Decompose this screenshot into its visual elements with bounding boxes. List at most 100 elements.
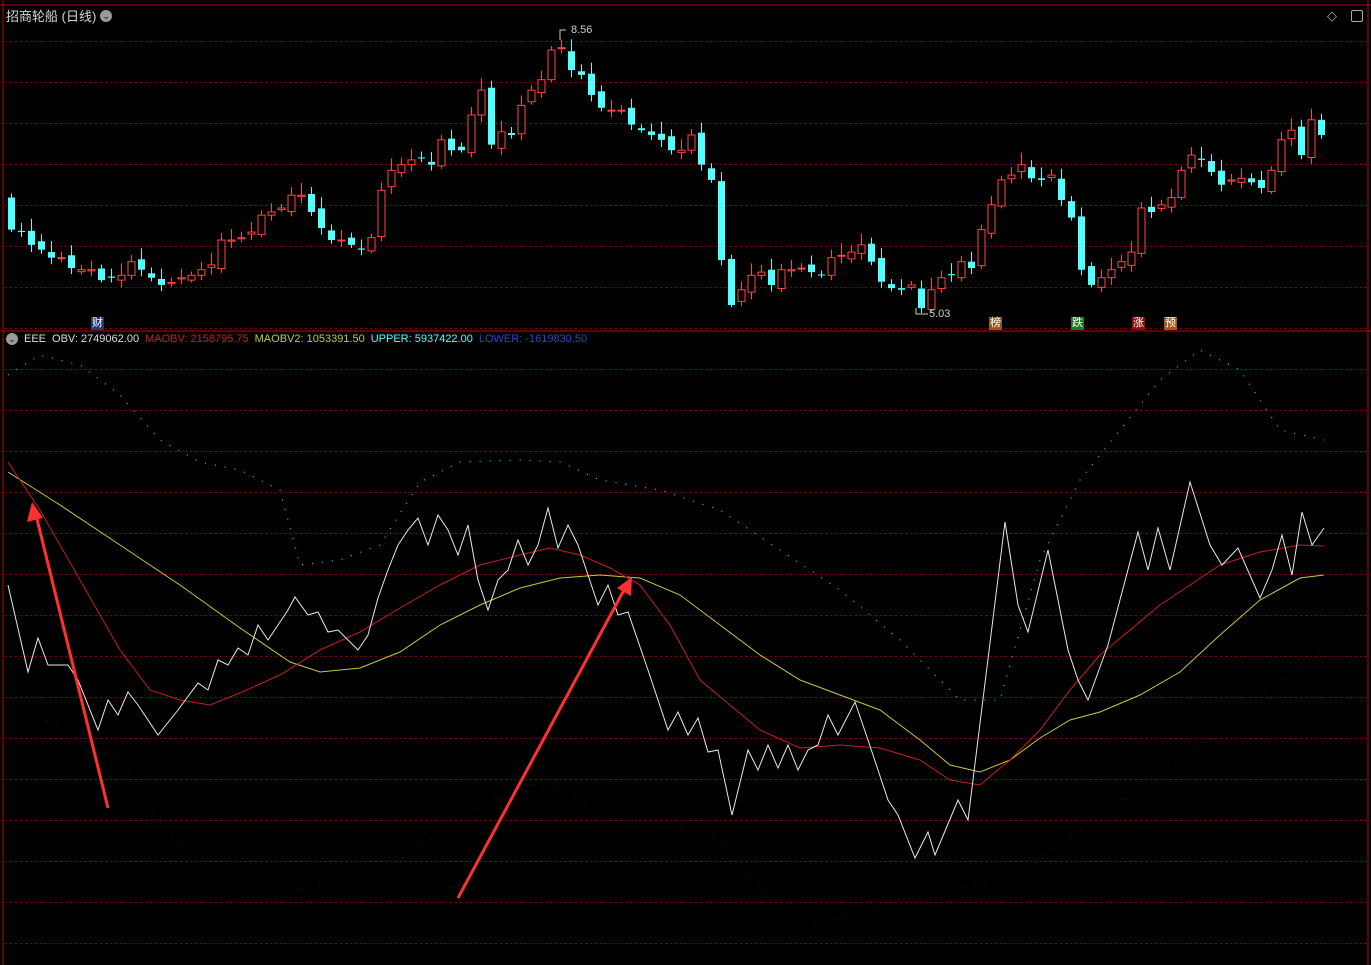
candle xyxy=(87,260,96,277)
panel-toggle-icon[interactable] xyxy=(1351,10,1363,22)
candle xyxy=(467,106,476,158)
tag-fall[interactable]: 跌 xyxy=(1071,317,1084,330)
candle-body xyxy=(407,159,416,166)
candle xyxy=(658,121,665,148)
low-marker-line xyxy=(915,308,928,315)
candle xyxy=(177,268,186,285)
candle-body xyxy=(1148,206,1155,212)
chevron-down-icon[interactable]: ⌄ xyxy=(6,333,18,345)
candle xyxy=(1237,168,1246,189)
tag-rise[interactable]: 涨 xyxy=(1132,317,1145,330)
candle xyxy=(1248,173,1255,186)
candle-body xyxy=(588,73,595,95)
chevron-down-icon[interactable]: ⌄ xyxy=(100,9,113,22)
candle xyxy=(68,245,75,275)
candle xyxy=(358,239,365,256)
candle-body xyxy=(237,237,246,240)
candle-body xyxy=(658,133,665,140)
candle xyxy=(698,122,705,171)
candle-body xyxy=(537,79,546,94)
candle-body xyxy=(1107,269,1116,279)
candle-body xyxy=(888,284,895,289)
candle xyxy=(1227,173,1236,185)
candle xyxy=(267,202,276,221)
candle xyxy=(757,265,766,280)
candle xyxy=(677,139,686,160)
candle-body xyxy=(68,255,75,269)
candle-body xyxy=(1218,170,1225,185)
candle xyxy=(297,183,306,204)
candle-body xyxy=(77,269,86,273)
candle-body xyxy=(497,131,506,149)
tag-finance[interactable]: 财 xyxy=(91,317,104,330)
candle-body xyxy=(1038,178,1045,180)
candle-body xyxy=(488,87,495,145)
tag-rank[interactable]: 榜 xyxy=(989,317,1002,330)
candle-body xyxy=(127,261,136,276)
candle-body xyxy=(1237,177,1246,183)
candle-body xyxy=(187,274,196,281)
candle-body xyxy=(827,257,836,276)
candle xyxy=(918,280,925,313)
candle xyxy=(1017,152,1026,179)
candle xyxy=(328,224,335,244)
candle xyxy=(397,157,406,177)
candle-body xyxy=(348,237,355,245)
candle xyxy=(797,263,806,273)
arrow-1-head xyxy=(27,502,43,522)
candle xyxy=(387,158,396,194)
candle xyxy=(1187,147,1196,173)
candle-body xyxy=(87,269,96,272)
candle-body xyxy=(1007,174,1016,180)
maobv2-line xyxy=(7,471,1325,773)
candle-body xyxy=(787,269,796,272)
candle-body xyxy=(708,168,715,180)
stock-name: 招商轮船 (日线) xyxy=(6,9,97,24)
diamond-icon[interactable]: ◇ xyxy=(1327,8,1337,23)
candle xyxy=(847,245,856,264)
candle xyxy=(1097,269,1106,293)
candle-body xyxy=(1307,119,1316,158)
candle xyxy=(1258,170,1265,194)
candle-body xyxy=(557,47,566,50)
candle-body xyxy=(1167,197,1176,208)
candle-body xyxy=(138,259,145,270)
candle-body xyxy=(677,149,686,154)
candle-body xyxy=(1287,129,1296,140)
candle xyxy=(888,279,895,292)
candle xyxy=(957,255,966,282)
candles xyxy=(8,39,1325,313)
candle-body xyxy=(1318,119,1325,136)
candle-body xyxy=(267,211,276,216)
candle-body xyxy=(467,114,476,154)
candle-body xyxy=(968,261,975,269)
candle-body xyxy=(428,161,435,165)
candle-body xyxy=(508,133,515,136)
candle xyxy=(827,249,836,281)
candle xyxy=(257,210,266,238)
candle-body xyxy=(1017,164,1026,172)
candle xyxy=(458,142,465,153)
candle xyxy=(117,263,126,288)
candle-body xyxy=(797,267,806,270)
candle-body xyxy=(297,194,306,197)
candle xyxy=(158,268,165,291)
tag-forecast[interactable]: 预 xyxy=(1164,317,1177,330)
candle xyxy=(527,85,536,105)
indicator-name[interactable]: EEE xyxy=(24,333,47,345)
candle-body xyxy=(648,131,655,136)
low-price-label: 5.03 xyxy=(929,308,951,320)
candle-body xyxy=(48,252,55,258)
candle xyxy=(578,64,585,80)
candle-body xyxy=(18,230,25,233)
candle xyxy=(1218,159,1225,192)
candle-body xyxy=(927,289,936,310)
candle-body xyxy=(977,229,986,267)
candle-body xyxy=(318,208,325,229)
candle-body xyxy=(857,244,866,254)
candle-body xyxy=(28,230,35,245)
candle xyxy=(1068,196,1075,221)
candle-body xyxy=(1047,174,1056,179)
candle-body xyxy=(247,231,256,235)
